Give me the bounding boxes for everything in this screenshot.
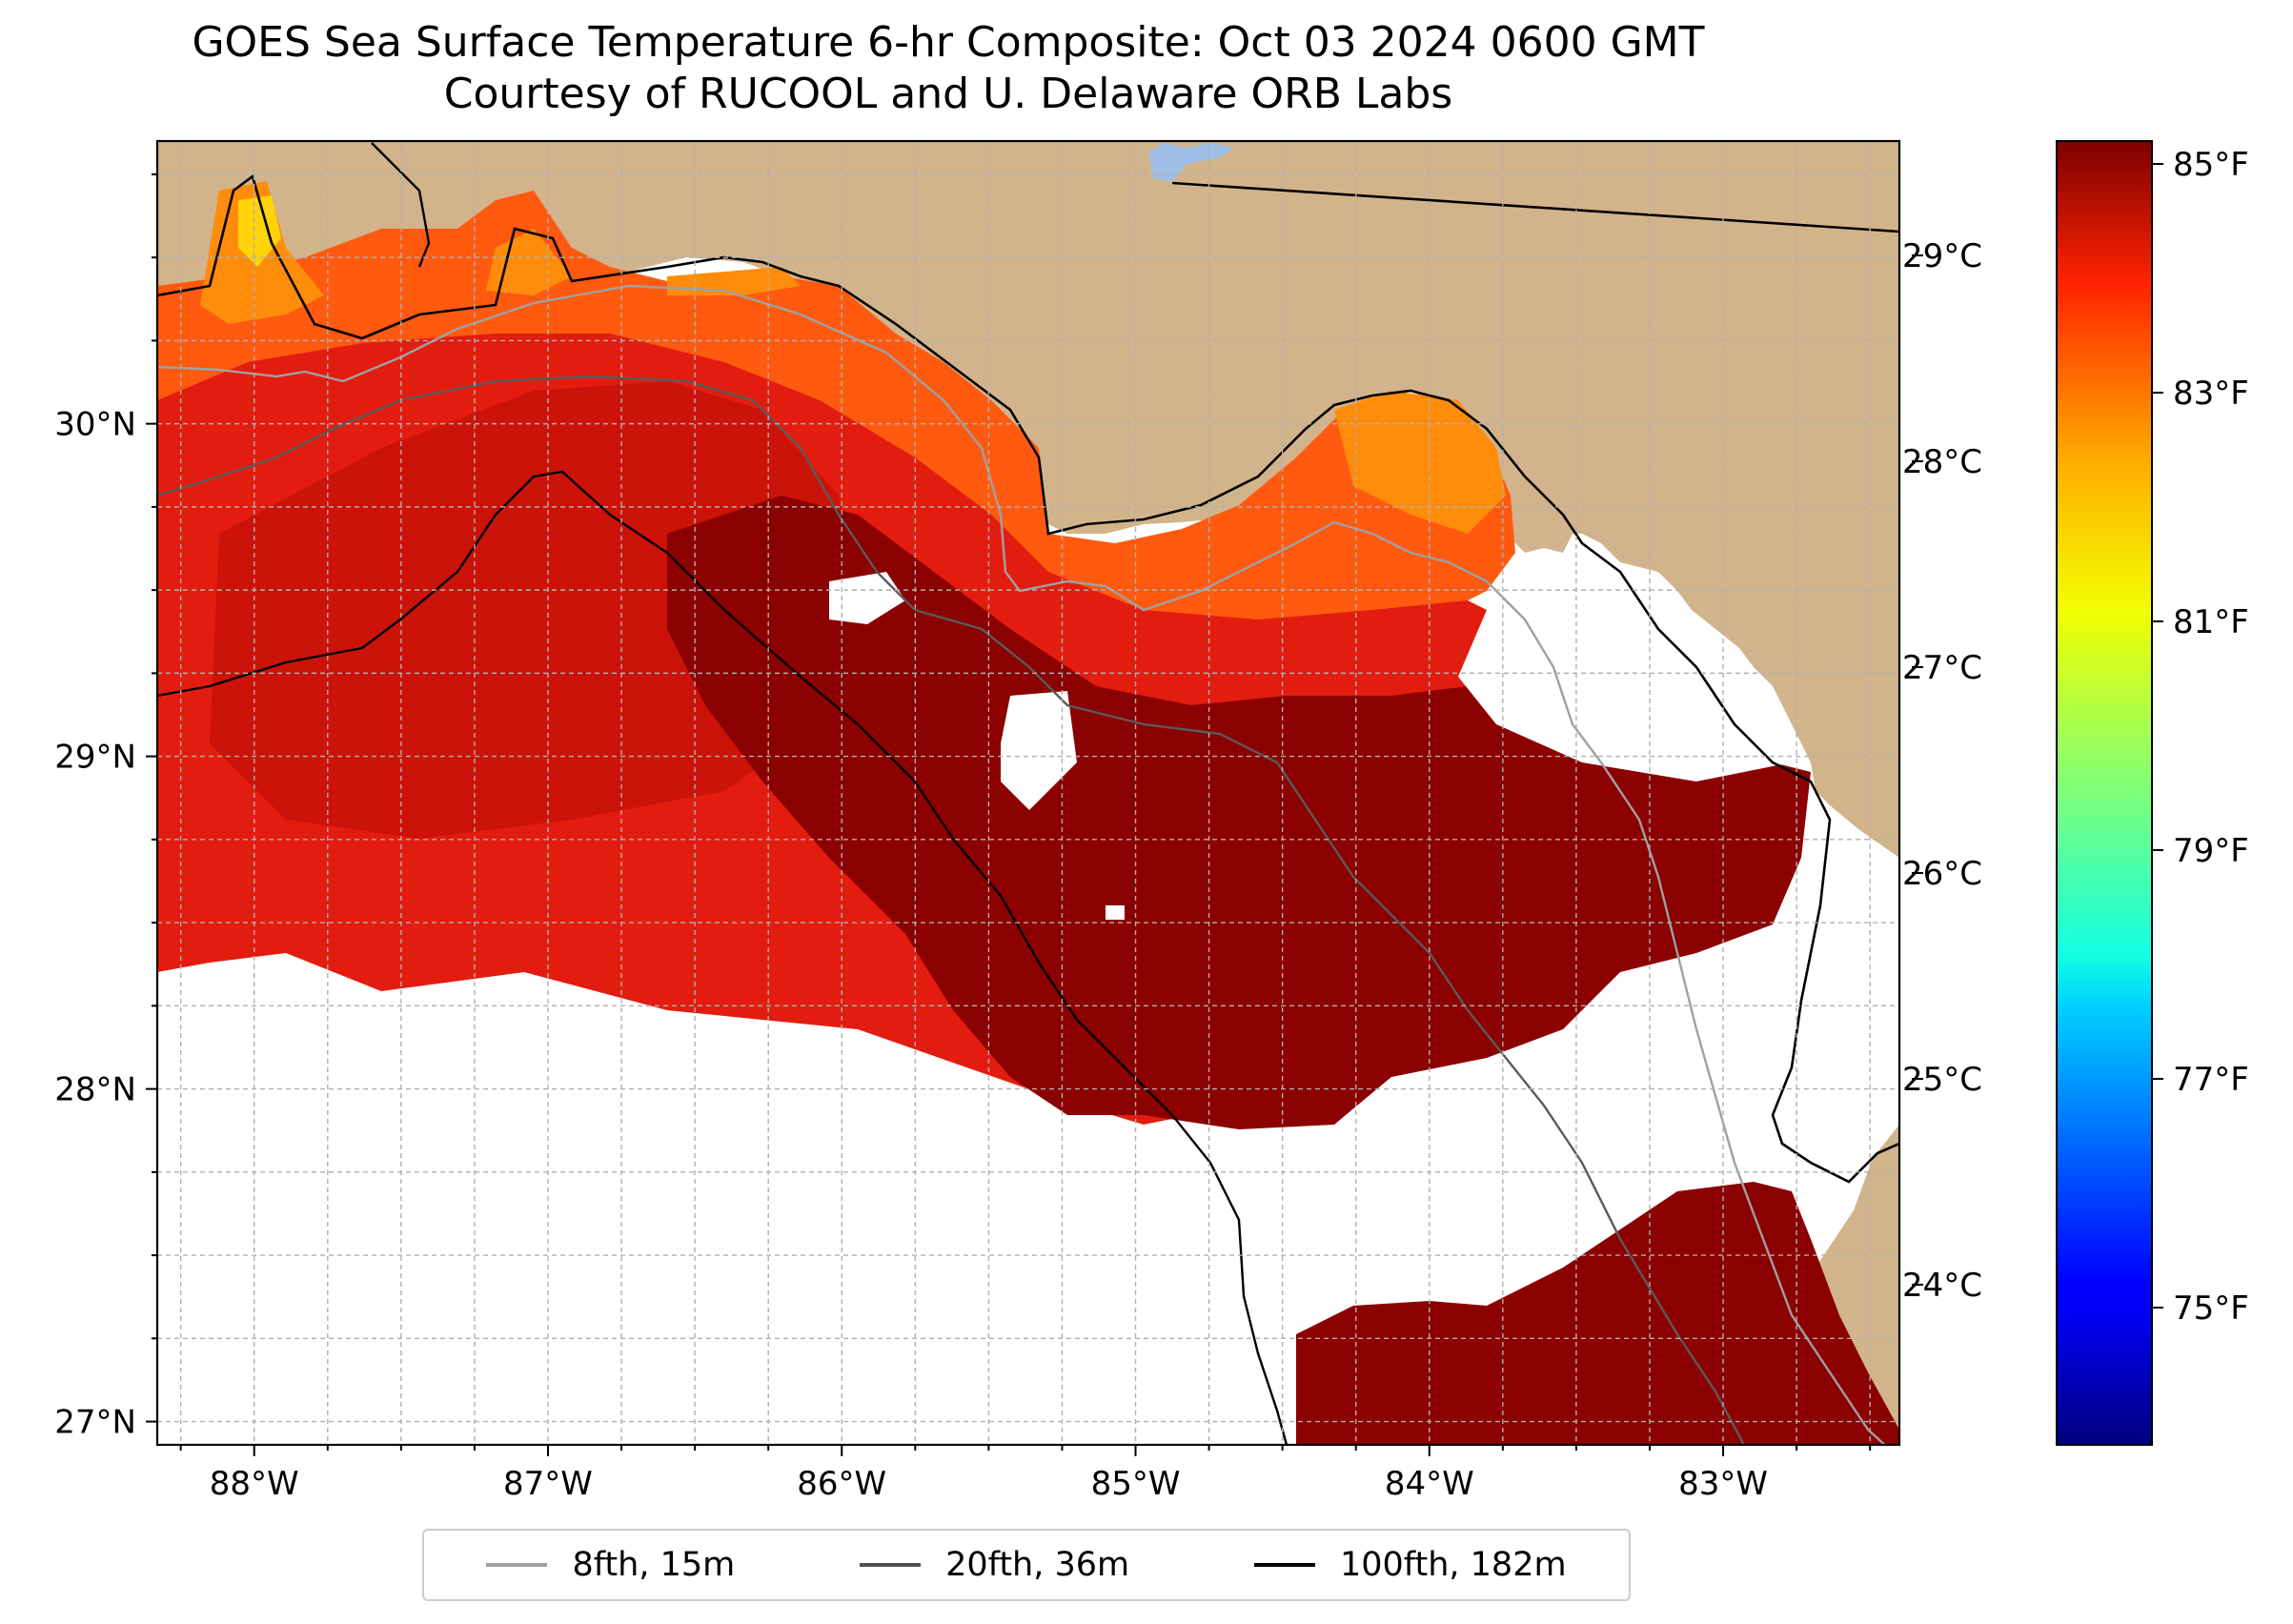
colorbar-f-tick-label: 83°F — [2173, 375, 2249, 413]
colorbar-gradient — [2056, 140, 2153, 1446]
colorbar-c-tick-label: 27°C — [1902, 649, 1982, 687]
legend-swatch-8fth — [486, 1563, 548, 1567]
y-tick-label: 27°N — [54, 1404, 136, 1442]
contour-100fth — [157, 470, 1289, 1445]
legend: 8fth, 15m 20fth, 36m 100fth, 182m — [422, 1529, 1631, 1601]
colorbar-c-tick-label: 25°C — [1902, 1061, 1982, 1099]
x-tick-label: 85°W — [1091, 1465, 1181, 1503]
gridlines — [157, 141, 1899, 1445]
x-tick-label: 86°W — [797, 1465, 886, 1503]
y-tick-label: 30°N — [54, 406, 136, 444]
sst-mid-field — [210, 381, 858, 839]
legend-item-8fth: 8fth, 15m — [486, 1546, 735, 1584]
legend-label-20fth: 20fth, 36m — [945, 1546, 1130, 1584]
title-line-1: GOES Sea Surface Temperature 6-hr Compos… — [192, 18, 1705, 67]
sst-south-patch — [1296, 1182, 1899, 1445]
map-frame — [155, 139, 1901, 1447]
state-border — [1171, 181, 1899, 233]
colorbar-ticks: 75°F 77°F 79°F 81°F 83°F 85°F 24°C 25°C 26°C 27°C… — [1902, 146, 2249, 1328]
colorbar-c-tick-label: 26°C — [1902, 855, 1982, 893]
y-tick-label: 28°N — [54, 1071, 136, 1109]
legend-label-8fth: 8fth, 15m — [572, 1546, 736, 1584]
colorbar-c-tick-label: 24°C — [1902, 1267, 1982, 1305]
colorbar-c-tick-label: 29°C — [1902, 237, 1982, 275]
colorbar-f-tick-label: 79°F — [2173, 832, 2249, 870]
title-line-2: Courtesy of RUCOOL and U. Delaware ORB L… — [443, 70, 1453, 118]
x-tick-label: 84°W — [1385, 1465, 1474, 1503]
lake — [1148, 143, 1234, 181]
colorbar-f-tick-label: 81°F — [2173, 603, 2249, 641]
x-tick-label: 83°W — [1678, 1465, 1768, 1503]
contour-8fth — [157, 284, 1887, 1445]
legend-item-100fth: 100fth, 182m — [1253, 1546, 1567, 1584]
legend-swatch-20fth — [860, 1563, 922, 1567]
sst-warmest-field — [667, 496, 1811, 1129]
legend-swatch-100fth — [1253, 1563, 1315, 1567]
contour-20fth — [157, 375, 1746, 1445]
colorbar: 75°F 77°F 79°F 81°F 83°F 85°F 24°C 25°C 26°C 27°C… — [1902, 140, 2249, 1446]
no-data-hole — [829, 572, 1792, 920]
colorbar-f-tick-label: 85°F — [2173, 146, 2249, 184]
legend-item-20fth: 20fth, 36m — [860, 1546, 1129, 1584]
coastline — [157, 173, 1899, 1184]
inland-border — [371, 142, 431, 268]
colorbar-f-tick-label: 75°F — [2173, 1289, 2249, 1328]
x-tick-label: 88°W — [210, 1465, 299, 1503]
x-tick-label: 87°W — [503, 1465, 593, 1503]
sst-orange-bays — [200, 181, 1506, 534]
chart-title: GOES Sea Surface Temperature 6-hr Compos… — [143, 17, 1754, 120]
map-plot-area: 88°W 87°W 86°W 85°W 84°W 83°W 27°N 28°N 29°N 30°N — [54, 139, 1901, 1503]
sst-yellow-bay — [238, 195, 281, 267]
colorbar-f-tick-label: 77°F — [2173, 1061, 2249, 1099]
colorbar-c-tick-label: 28°C — [1902, 443, 1982, 481]
axis-ticks: 88°W 87°W 86°W 85°W 84°W 83°W 27°N 28°N 29°N 30°N — [54, 173, 1872, 1503]
y-tick-label: 29°N — [54, 739, 136, 777]
legend-label-100fth: 100fth, 182m — [1339, 1546, 1567, 1584]
